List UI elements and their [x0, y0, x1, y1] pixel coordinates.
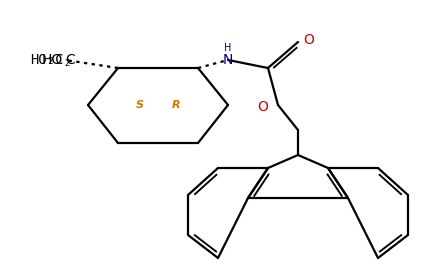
Text: O: O: [256, 100, 268, 114]
Text: C: C: [65, 53, 75, 67]
Text: R: R: [171, 100, 180, 110]
Text: 2: 2: [64, 59, 69, 68]
Text: HO₂C: HO₂C: [30, 53, 64, 67]
Text: H: H: [224, 43, 231, 53]
Text: N: N: [222, 53, 233, 67]
Text: O: O: [302, 33, 313, 47]
Text: HO: HO: [42, 53, 63, 67]
Text: S: S: [136, 100, 144, 110]
